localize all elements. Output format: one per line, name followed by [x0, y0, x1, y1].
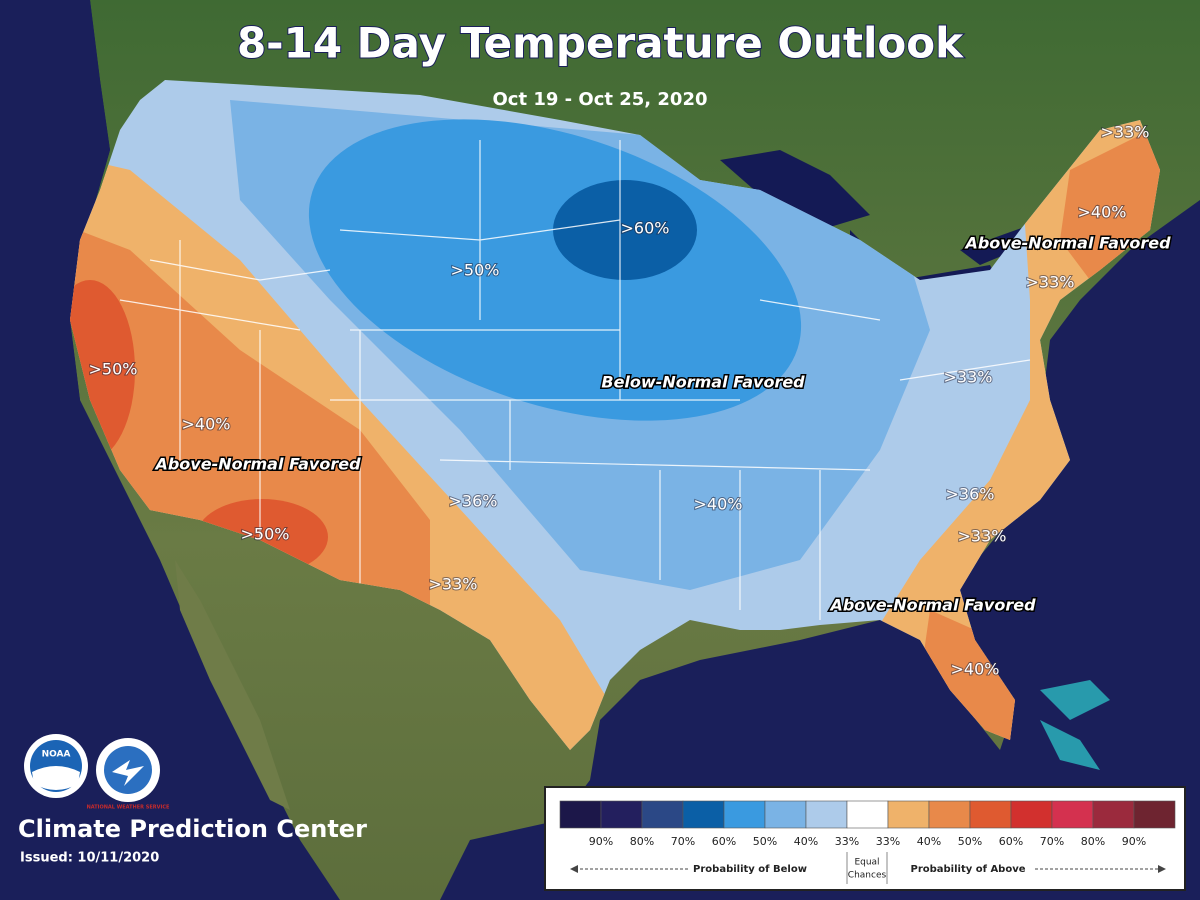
below-60: [553, 180, 697, 280]
bahamas-shallows: [1040, 680, 1110, 770]
favored-label: Above-Normal Favored: [828, 596, 1036, 615]
legend-label: 80%: [630, 835, 654, 848]
legend-swatch: [559, 800, 602, 829]
probability-label: >40%: [694, 495, 743, 514]
ne-above-40: [1060, 130, 1160, 280]
legend-swatch: [600, 800, 643, 829]
favored-label: Above-Normal Favored: [153, 455, 361, 474]
nws-text: NATIONAL WEATHER SERVICE: [87, 805, 170, 811]
legend-label: 80%: [1081, 835, 1105, 848]
probability-label: >33%: [958, 527, 1007, 546]
nws-bolt: [112, 760, 144, 786]
favored-label: Below-Normal Favored: [601, 373, 805, 392]
legend-label: 70%: [1040, 835, 1064, 848]
below-caption: Probability of Below: [693, 864, 807, 875]
map-labels: >33% >40% Above-Normal Favored >33% >60% >50%…: [88, 122, 1173, 680]
legend-label: 50%: [958, 835, 982, 848]
legend-label: 60%: [712, 835, 736, 848]
baja: [175, 560, 290, 810]
legend-label: 33%: [835, 835, 859, 848]
legend-swatch: [805, 800, 848, 829]
probability-label: >33%: [1101, 123, 1150, 142]
legend-swatch: [887, 800, 930, 829]
legend-label: 40%: [794, 835, 818, 848]
probability-label: >40%: [1078, 203, 1127, 222]
legend: 90% 80% 70% 60% 50% 40% 33% 33% 40% 50% 60% 70% 80% 9…: [544, 786, 1186, 891]
legend-swatch: [969, 800, 1012, 829]
legend-label: 40%: [917, 835, 941, 848]
logos: NOAA NATIONAL WEATHER SERVICE: [24, 734, 170, 811]
above-arrowhead: [1158, 865, 1166, 873]
legend-label: 60%: [999, 835, 1023, 848]
below-arrowhead: [570, 865, 578, 873]
noaa-gull: [32, 766, 80, 790]
legend-label: 90%: [1122, 835, 1146, 848]
legend-swatch: [928, 800, 971, 829]
probability-label: >36%: [946, 485, 995, 504]
legend-label: 70%: [671, 835, 695, 848]
below-50: [308, 119, 802, 421]
probability-label: >50%: [241, 525, 290, 544]
issued-date: Issued: 10/11/2020: [20, 851, 159, 866]
probability-label: >33%: [944, 368, 993, 387]
noaa-text: NOAA: [42, 750, 71, 760]
legend-swatch: [1092, 800, 1135, 829]
probability-label: >33%: [1026, 273, 1075, 292]
subtitle: Oct 19 - Oct 25, 2020: [493, 89, 708, 110]
legend-swatch: [1010, 800, 1053, 829]
probability-label: >40%: [951, 660, 1000, 679]
legend-swatch: [764, 800, 807, 829]
legend-label: 50%: [753, 835, 777, 848]
above-caption: Probability of Above: [910, 864, 1025, 875]
legend-swatch: [1133, 800, 1176, 829]
legend-swatch: [846, 800, 889, 829]
legend-swatch: [641, 800, 684, 829]
equal-caption: Chances: [848, 871, 887, 881]
organization: Climate Prediction Center: [18, 815, 367, 843]
legend-swatch: [1051, 800, 1094, 829]
ca-above-50: [70, 280, 135, 460]
probability-label: >50%: [451, 261, 500, 280]
probability-label: >60%: [621, 219, 670, 238]
equal-caption: Equal: [854, 858, 879, 868]
state-lines: [119, 140, 1031, 620]
probability-label: >36%: [449, 492, 498, 511]
legend-swatch: [723, 800, 766, 829]
probability-label: >33%: [429, 575, 478, 594]
favored-label: Above-Normal Favored: [963, 234, 1171, 253]
pacific: [0, 0, 110, 400]
title: 8-14 Day Temperature Outlook: [237, 19, 964, 68]
probability-label: >50%: [89, 360, 138, 379]
legend-swatch: [682, 800, 725, 829]
legend-label: 33%: [876, 835, 900, 848]
probability-label: >40%: [182, 415, 231, 434]
legend-label: 90%: [589, 835, 613, 848]
